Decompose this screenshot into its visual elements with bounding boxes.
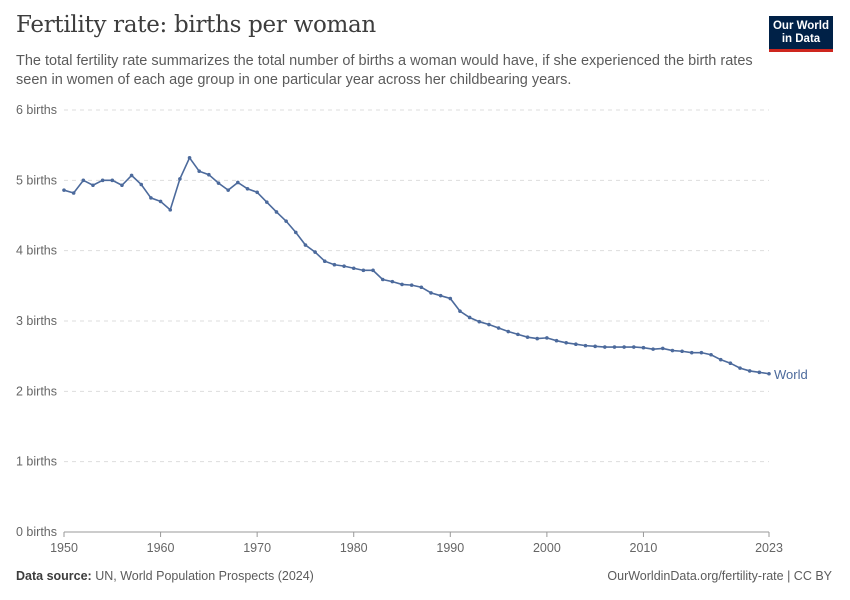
chart-title: Fertility rate: births per woman bbox=[16, 12, 376, 38]
data-point bbox=[71, 191, 76, 195]
y-tick-label: 5 births bbox=[16, 173, 57, 187]
data-point bbox=[303, 243, 308, 247]
data-point bbox=[110, 178, 115, 183]
data-point bbox=[593, 344, 597, 349]
data-point bbox=[487, 322, 491, 327]
x-tick-label: 1960 bbox=[147, 541, 175, 555]
x-tick-label: 1980 bbox=[340, 541, 368, 555]
data-point bbox=[429, 291, 433, 295]
data-point bbox=[718, 357, 723, 362]
series-line-world bbox=[63, 156, 770, 375]
y-tick-label: 3 births bbox=[16, 314, 57, 328]
data-point bbox=[699, 350, 704, 355]
y-tick-label: 1 births bbox=[16, 455, 57, 469]
data-point bbox=[100, 178, 105, 183]
owid-logo[interactable]: Our World in Data bbox=[769, 16, 833, 52]
data-point bbox=[149, 196, 153, 200]
data-point bbox=[245, 186, 250, 191]
data-point bbox=[496, 326, 501, 330]
data-point bbox=[332, 262, 337, 267]
chart-subtitle: The total fertility rate summarizes the … bbox=[16, 53, 753, 88]
data-point bbox=[313, 250, 317, 254]
data-source: Data source: UN, World Population Prospe… bbox=[16, 569, 314, 583]
y-tick-label: 6 births bbox=[16, 103, 57, 117]
data-point bbox=[158, 199, 163, 204]
data-point bbox=[564, 341, 568, 345]
source-link[interactable]: OurWorldinData.org/fertility-rate | CC B… bbox=[607, 569, 832, 583]
data-point bbox=[197, 169, 202, 173]
data-point bbox=[409, 283, 414, 287]
x-tick-label: 1990 bbox=[436, 541, 464, 555]
data-point bbox=[458, 309, 462, 313]
data-point bbox=[187, 156, 192, 160]
data-point bbox=[680, 349, 684, 354]
y-tick-label: 4 births bbox=[16, 244, 57, 258]
series-label-world: World bbox=[774, 367, 808, 382]
data-point bbox=[641, 345, 646, 350]
data-point bbox=[129, 173, 134, 178]
data-point bbox=[757, 370, 762, 375]
data-point bbox=[178, 177, 182, 181]
x-tick-label: 2023 bbox=[755, 541, 783, 555]
data-point bbox=[660, 346, 665, 351]
data-point bbox=[738, 366, 742, 370]
data-point bbox=[62, 188, 66, 192]
data-point bbox=[255, 190, 259, 195]
data-point bbox=[525, 335, 530, 339]
data-point bbox=[506, 329, 511, 334]
data-point bbox=[438, 293, 443, 298]
data-point bbox=[322, 259, 327, 264]
data-point bbox=[400, 282, 404, 287]
data-point bbox=[351, 266, 356, 271]
data-point bbox=[516, 332, 520, 337]
data-point bbox=[81, 178, 86, 183]
data-point bbox=[583, 343, 588, 348]
data-point bbox=[419, 285, 424, 290]
data-point bbox=[91, 183, 95, 188]
data-point bbox=[120, 183, 124, 188]
source-label: Data source: bbox=[16, 569, 92, 583]
x-tick-label: 1950 bbox=[50, 541, 78, 555]
data-point bbox=[622, 345, 626, 349]
data-point bbox=[390, 279, 395, 284]
data-point bbox=[747, 369, 752, 373]
source-text[interactable]: UN, World Population Prospects (2024) bbox=[95, 569, 314, 583]
data-point bbox=[274, 210, 279, 214]
data-point bbox=[574, 342, 578, 347]
data-point bbox=[554, 338, 559, 343]
data-point bbox=[226, 188, 230, 192]
data-point bbox=[631, 345, 636, 349]
data-point bbox=[767, 371, 771, 376]
data-point bbox=[651, 347, 655, 351]
data-point bbox=[216, 181, 221, 185]
data-point bbox=[670, 348, 675, 353]
data-point bbox=[689, 350, 694, 355]
data-point bbox=[603, 345, 607, 349]
data-point bbox=[293, 230, 298, 235]
data-point bbox=[545, 336, 549, 340]
data-point bbox=[265, 200, 269, 204]
data-point bbox=[139, 182, 144, 187]
data-point bbox=[168, 208, 173, 212]
data-point bbox=[371, 268, 375, 273]
x-tick-label: 2000 bbox=[533, 541, 561, 555]
x-tick-label: 2010 bbox=[630, 541, 658, 555]
data-point bbox=[467, 315, 472, 320]
data-point bbox=[709, 352, 713, 357]
data-point bbox=[207, 172, 211, 177]
data-point bbox=[380, 277, 385, 282]
data-point bbox=[612, 345, 617, 349]
data-point bbox=[284, 219, 288, 223]
data-point bbox=[342, 264, 346, 268]
x-tick-label: 1970 bbox=[243, 541, 271, 555]
data-point bbox=[361, 268, 366, 273]
data-point bbox=[535, 336, 540, 341]
data-point bbox=[477, 319, 482, 324]
data-point bbox=[236, 180, 240, 185]
data-point bbox=[728, 361, 733, 366]
data-point bbox=[448, 296, 453, 301]
y-tick-label: 0 births bbox=[16, 525, 57, 539]
y-tick-label: 2 births bbox=[16, 384, 57, 398]
